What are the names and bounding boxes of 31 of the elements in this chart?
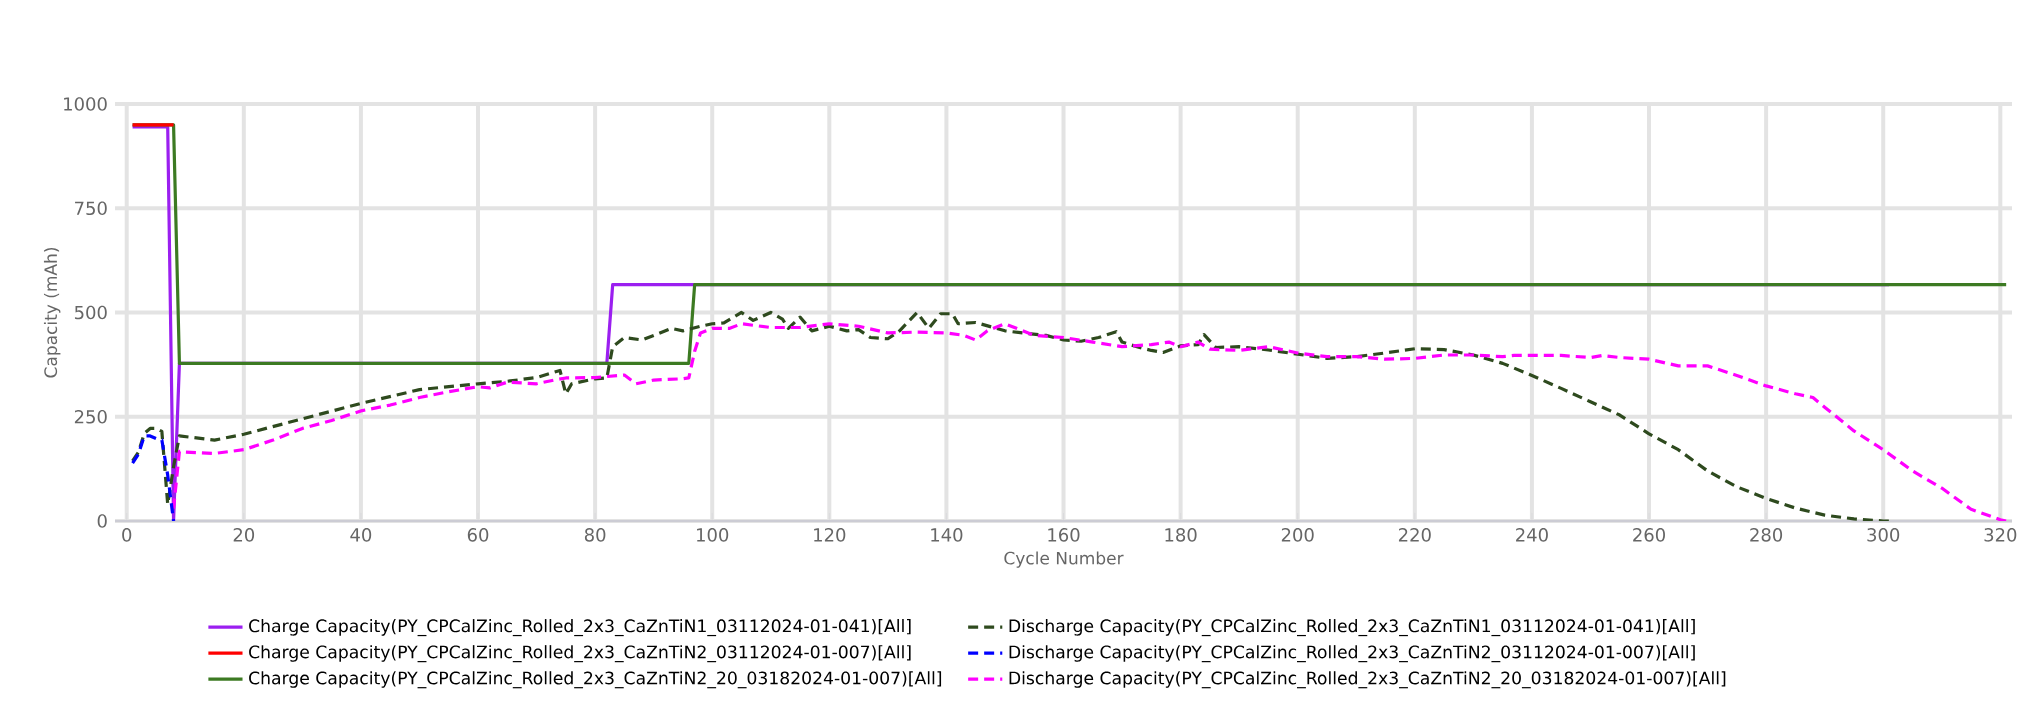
legend-label: Charge Capacity(PY_CPCalZinc_Rolled_2x3_CaZnTiN2_20_03182024-01-007)[All] <box>249 671 942 689</box>
x-tick-label: 320 <box>1984 528 2017 542</box>
legend-label: Discharge Capacity(PY_CPCalZinc_Rolled_2x3_CaZnTiN2_03112024-01-007)[All] <box>1009 645 1695 663</box>
x-tick-label: 60 <box>467 528 489 542</box>
y-tick-label: 0 <box>97 514 107 528</box>
x-tick-label: 140 <box>931 528 963 542</box>
y-tick-label: 750 <box>75 201 107 216</box>
x-tick-label: 40 <box>350 528 372 542</box>
x-tick-label: 220 <box>1398 528 1431 542</box>
x-tick-label: 120 <box>814 528 846 542</box>
x-tick-label: 180 <box>1165 528 1197 542</box>
legend-label: Discharge Capacity(PY_CPCalZinc_Rolled_2x3_CaZnTiN1_03112024-01-041)[All] <box>1009 619 1695 637</box>
x-tick-label: 240 <box>1516 528 1548 542</box>
line-series <box>130 434 176 521</box>
x-tick-label: 280 <box>1750 528 1783 542</box>
x-tick-label: 20 <box>233 528 255 542</box>
x-tick-label: 300 <box>1867 528 1900 542</box>
y-tick-label: 1000 <box>64 97 107 111</box>
y-axis-title: Capacity (mAh) <box>43 247 61 378</box>
y-tick-label: 250 <box>74 409 107 424</box>
x-tick-label: 260 <box>1633 528 1665 542</box>
legend-label: Charge Capacity(PY_CPCalZinc_Rolled_2x3_CaZnTiN2_03112024-01-007)[All] <box>249 645 911 663</box>
y-tick-label: 500 <box>74 305 107 320</box>
x-tick-label: 200 <box>1281 528 1314 542</box>
x-tick-label: 80 <box>584 528 606 542</box>
x-tick-label: 0 <box>122 528 132 542</box>
x-axis-title: Cycle Number <box>1004 551 1124 568</box>
x-tick-label: 160 <box>1048 528 1080 542</box>
x-tick-label: 100 <box>697 528 729 542</box>
legend-label: Discharge Capacity(PY_CPCalZinc_Rolled_2x3_CaZnTiN2_20_03182024-01-007)[All] <box>1009 671 1726 689</box>
legend-label: Charge Capacity(PY_CPCalZinc_Rolled_2x3_CaZnTiN1_03112024-01-041)[All] <box>249 619 911 637</box>
